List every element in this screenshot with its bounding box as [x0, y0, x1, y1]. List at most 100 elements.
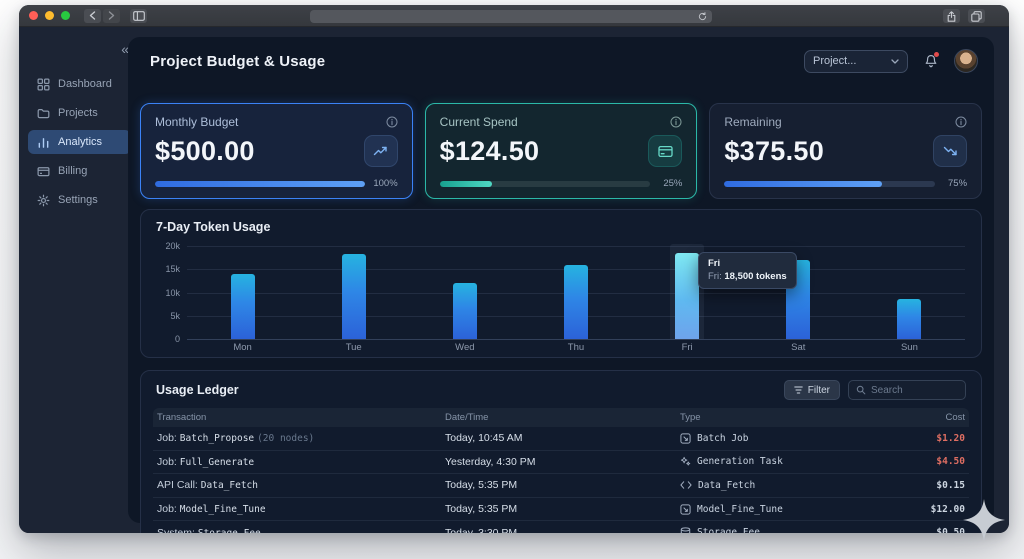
credit-card-icon [648, 135, 683, 167]
row-cost: $12.00 [930, 503, 965, 515]
bar-thu[interactable] [563, 264, 588, 339]
zoom-window-button[interactable] [61, 11, 70, 20]
sidebar-item-label: Dashboard [58, 78, 112, 90]
batch-icon [680, 503, 691, 515]
x-axis-labels: Mon Tue Wed Thu Fri Sat Sun [187, 342, 965, 353]
table-row[interactable]: System: Storage_Fee Today, 3:30 PM Stora… [153, 521, 969, 533]
progress-track [439, 180, 651, 187]
stat-label: Current Spend [439, 115, 518, 129]
y-axis-tick: 0 [174, 334, 180, 344]
progress-percent: 25% [663, 178, 683, 189]
info-icon[interactable] [386, 116, 398, 128]
avatar[interactable] [954, 49, 978, 73]
row-type: Storage_Fee [697, 527, 760, 533]
tab-overview-icon[interactable] [968, 9, 985, 23]
traffic-lights [29, 11, 70, 20]
stat-card-remaining: Remaining $375.50 75% [709, 103, 983, 199]
table-row[interactable]: Job: Batch_Propose (20 nodes) Today, 10:… [153, 427, 969, 451]
code-icon [680, 481, 692, 490]
progress-fill [155, 180, 366, 187]
chart-title: 7-Day Token Usage [156, 220, 271, 234]
bell-icon [925, 54, 937, 67]
gridline: 20k [165, 241, 965, 251]
token-usage-chart-card: 7-Day Token Usage 20k 15k 10k 5k 0 [140, 209, 982, 358]
sidebar-item-analytics[interactable]: Analytics [28, 130, 131, 154]
collapse-sidebar-button[interactable]: « [121, 41, 129, 57]
transaction-name: Model_Fine_Tune [179, 504, 266, 516]
row-type: Data_Fetch [698, 479, 756, 491]
share-icon[interactable] [943, 9, 960, 23]
project-select[interactable]: Project... [804, 49, 908, 73]
transaction-prefix: API Call: [157, 479, 198, 492]
bar-sun[interactable] [897, 299, 922, 339]
stat-label: Remaining [724, 115, 782, 129]
bar-chart-icon [38, 137, 49, 148]
column-header-datetime: Date/Time [445, 412, 489, 423]
back-button[interactable] [84, 8, 101, 23]
search-box [848, 380, 966, 400]
info-icon[interactable] [955, 116, 967, 128]
sparkle-watermark [963, 499, 1005, 541]
stat-label: Monthly Budget [155, 115, 239, 129]
stat-card-monthly-budget: Monthly Budget $500.00 100% [140, 103, 413, 199]
transaction-name: Batch_Propose [179, 433, 255, 445]
x-axis-label: Sun [900, 342, 918, 353]
bar-cell-wed [409, 246, 520, 339]
y-axis-tick: 20k [165, 241, 180, 251]
row-datetime: Today, 3:30 PM [445, 526, 518, 533]
reload-icon[interactable] [698, 12, 707, 21]
bar-fri[interactable] [675, 252, 700, 339]
stat-value: $124.50 [439, 135, 540, 166]
table-header-row: Transaction Date/Time Type Cost [153, 408, 969, 427]
stat-card-current-spend: Current Spend $124.50 25% [424, 103, 698, 199]
filter-button[interactable]: Filter [783, 380, 840, 400]
sidebar-item-dashboard[interactable]: Dashboard [28, 72, 131, 96]
titlebar [19, 5, 1009, 27]
transaction-note: (20 nodes) [257, 433, 315, 445]
row-cost: $4.50 [936, 456, 965, 468]
gear-icon [37, 194, 50, 206]
search-icon [856, 385, 866, 395]
row-cost: $0.15 [936, 479, 965, 491]
progress-track [155, 180, 366, 187]
column-header-cost: Cost [945, 412, 965, 423]
sidebar-item-settings[interactable]: Settings [28, 188, 131, 212]
stat-value: $500.00 [155, 135, 255, 166]
app-window: « Dashboard Projects Analytics [19, 5, 1009, 533]
sidebar-toggle-icon[interactable] [130, 8, 147, 23]
bar-wed[interactable] [452, 283, 477, 339]
transaction-prefix: Job: [157, 503, 177, 516]
close-window-button[interactable] [29, 11, 38, 20]
row-datetime: Yesterday, 4:30 PM [445, 455, 536, 468]
search-input[interactable] [871, 384, 958, 396]
y-axis-tick: 10k [165, 287, 180, 298]
sidebar-item-label: Analytics [58, 136, 103, 148]
transaction-name: Full_Generate [179, 456, 255, 468]
table-row[interactable]: API Call: Data_Fetch Today, 5:35 PM Data… [153, 474, 969, 498]
bar-tue[interactable] [341, 254, 366, 339]
trending-up-icon [363, 135, 398, 167]
table-row[interactable]: Job: Full_Generate Yesterday, 4:30 PM Ge… [153, 451, 969, 475]
tooltip-value: 18,500 tokens [724, 271, 787, 282]
forward-button[interactable] [103, 8, 120, 23]
x-axis-label: Tue [345, 342, 362, 353]
info-icon[interactable] [670, 116, 682, 128]
bar-cell-thu [520, 246, 631, 339]
notifications-button[interactable] [924, 51, 939, 69]
bar-mon[interactable] [230, 273, 255, 339]
table-row[interactable]: Job: Model_Fine_Tune Today, 5:35 PM Mode… [153, 498, 969, 522]
transaction-prefix: System: [157, 526, 195, 533]
sidebar-item-projects[interactable]: Projects [28, 101, 131, 125]
dashboard-icon [37, 78, 50, 90]
minimize-window-button[interactable] [45, 11, 54, 20]
app-body: « Dashboard Projects Analytics [19, 27, 1009, 533]
page-title: Project Budget & Usage [150, 52, 326, 70]
x-axis-label: Wed [455, 342, 475, 353]
address-bar[interactable] [310, 10, 712, 23]
main-panel: Project Budget & Usage Project... [128, 37, 994, 533]
sidebar-item-billing[interactable]: Billing [28, 159, 131, 183]
folder-icon [37, 108, 50, 118]
sparkles-icon [680, 457, 691, 466]
trending-down-icon [933, 135, 968, 167]
